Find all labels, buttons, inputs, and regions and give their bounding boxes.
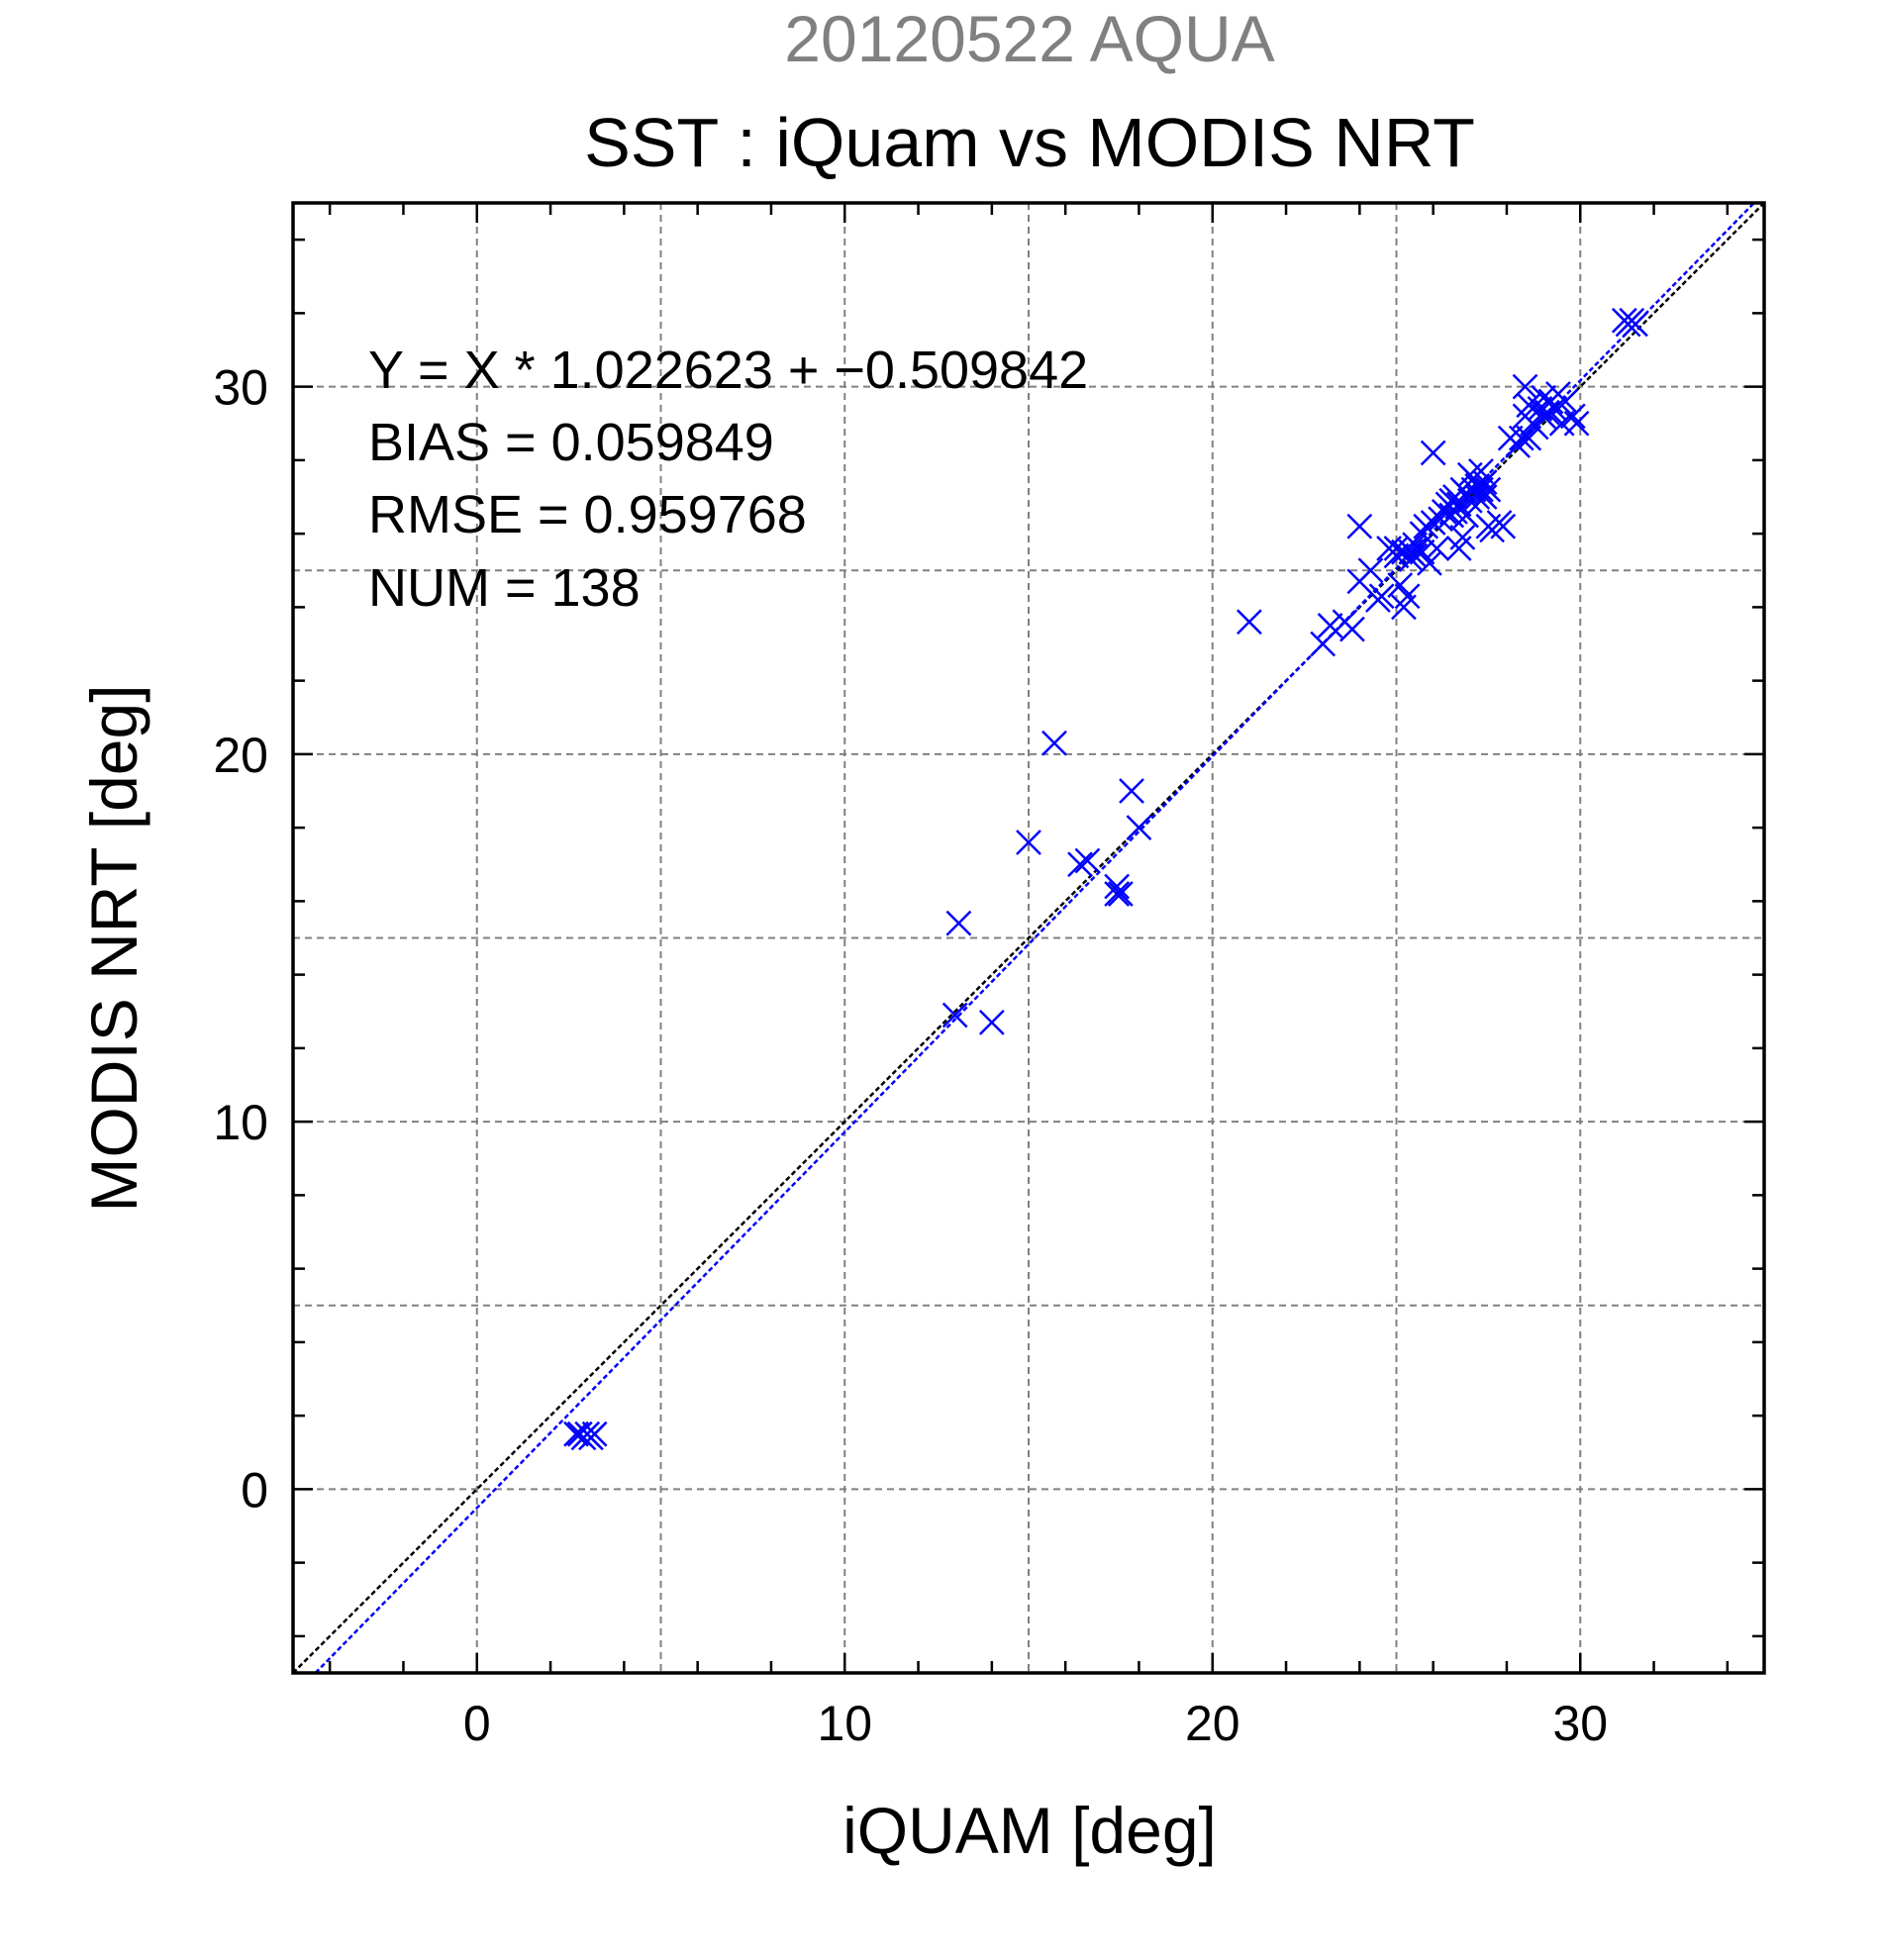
tick-labels: 0 10 20 30 0 10 20 30 xyxy=(213,360,1608,1751)
data-point xyxy=(1074,847,1101,874)
data-point xyxy=(1431,498,1457,525)
chart-title: SST : iQuam vs MODIS NRT xyxy=(584,104,1475,181)
data-point xyxy=(1552,388,1579,415)
y-tick-label: 10 xyxy=(213,1095,268,1150)
data-point xyxy=(1559,403,1586,430)
x-tick-label: 30 xyxy=(1552,1696,1608,1751)
data-point xyxy=(1475,476,1502,503)
data-point xyxy=(1339,616,1365,642)
data-point xyxy=(1104,873,1131,900)
data-point xyxy=(1119,778,1144,804)
stat-bias: BIAS = 0.059849 xyxy=(368,413,774,472)
data-point xyxy=(1237,609,1262,636)
stat-num: NUM = 138 xyxy=(368,558,641,618)
stats-box: Y = X * 1.022623 + −0.509842 BIAS = 0.05… xyxy=(368,341,1088,618)
y-tick-label: 0 xyxy=(241,1462,268,1518)
data-point xyxy=(563,1421,589,1447)
y-tick-label: 20 xyxy=(213,728,268,783)
grid-lines xyxy=(293,203,1764,1673)
data-point xyxy=(1417,549,1442,576)
data-point xyxy=(1357,557,1384,584)
data-point xyxy=(945,910,972,936)
data-point xyxy=(978,1010,1005,1035)
data-point xyxy=(1402,542,1428,569)
data-point xyxy=(1420,440,1446,466)
x-tick-label: 20 xyxy=(1185,1696,1240,1751)
identity-line xyxy=(292,202,1765,1674)
data-point xyxy=(1126,815,1152,841)
stat-rmse: RMSE = 0.959768 xyxy=(368,485,807,544)
data-point xyxy=(1508,425,1534,451)
x-axis-label: iQUAM [deg] xyxy=(842,1794,1217,1867)
data-point xyxy=(1067,851,1093,878)
data-point xyxy=(1368,583,1395,610)
data-point xyxy=(1541,396,1568,422)
data-point xyxy=(1387,572,1414,598)
data-point xyxy=(1394,583,1421,610)
axis-ticks xyxy=(293,203,1764,1673)
data-point xyxy=(1310,631,1336,657)
data-point xyxy=(1346,513,1373,539)
data-point xyxy=(1104,881,1131,907)
data-points xyxy=(563,307,1648,1451)
x-tick-label: 10 xyxy=(817,1696,872,1751)
stat-fit-equation: Y = X * 1.022623 + −0.509842 xyxy=(368,341,1088,400)
data-point xyxy=(1383,542,1410,569)
data-point xyxy=(1409,539,1436,565)
x-tick-label: 0 xyxy=(463,1696,491,1751)
data-point xyxy=(1107,881,1134,907)
data-point xyxy=(1471,469,1498,496)
data-point xyxy=(1317,613,1343,638)
date-title: 20120522 AQUA xyxy=(784,2,1274,75)
y-tick-label: 30 xyxy=(213,360,268,416)
data-point xyxy=(1041,730,1067,756)
data-point xyxy=(1449,524,1476,550)
data-point xyxy=(1623,311,1648,338)
data-point xyxy=(1468,476,1494,503)
data-point xyxy=(1413,513,1439,539)
data-point xyxy=(1424,536,1450,561)
data-point xyxy=(1464,484,1491,510)
y-axis-label: MODIS NRT [deg] xyxy=(77,684,150,1212)
data-point xyxy=(1490,513,1517,539)
data-point xyxy=(941,1002,968,1029)
data-point xyxy=(1563,410,1590,437)
plot-frame xyxy=(291,201,1766,1675)
data-point xyxy=(581,1421,608,1447)
data-point xyxy=(1516,425,1542,451)
data-point xyxy=(1016,830,1041,855)
